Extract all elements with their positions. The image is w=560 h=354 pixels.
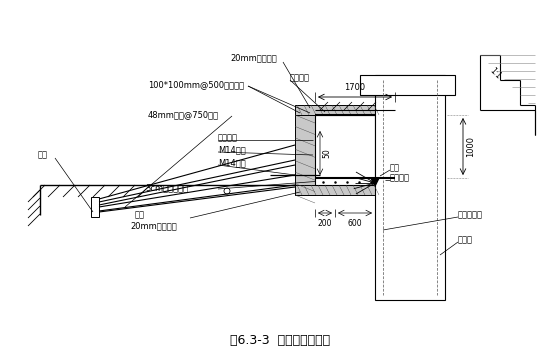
Polygon shape [371, 178, 379, 186]
Text: 梁底标高: 梁底标高 [390, 173, 410, 183]
Text: 临时支撑: 临时支撑 [290, 74, 310, 82]
Text: 20mm厚竹胶板: 20mm厚竹胶板 [230, 53, 277, 63]
Text: M14螺帽: M14螺帽 [218, 145, 246, 154]
Text: 焊接: 焊接 [390, 164, 400, 172]
Text: 地锚: 地锚 [38, 150, 48, 160]
Text: 1700: 1700 [344, 83, 366, 92]
Bar [375, 75, 445, 300]
Bar [295, 185, 375, 195]
Text: M14螺杆: M14螺杆 [218, 159, 246, 167]
Bar [315, 178, 375, 185]
Text: 1000: 1000 [466, 136, 475, 157]
Bar [91, 197, 99, 217]
Text: 200: 200 [318, 219, 332, 228]
Text: 50: 50 [322, 148, 331, 158]
Text: 钻孔桩主筋: 钻孔桩主筋 [458, 211, 483, 219]
Bar [315, 115, 375, 185]
Text: 山型扣件: 山型扣件 [218, 133, 238, 143]
Bar [295, 115, 315, 195]
Bar [360, 75, 455, 95]
Text: 48mm钢管@750支撑: 48mm钢管@750支撑 [148, 110, 219, 120]
Text: 1:1: 1:1 [488, 65, 502, 80]
Text: 钻孔桩: 钻孔桩 [458, 235, 473, 245]
Text: 3cm砂浆找平层: 3cm砂浆找平层 [145, 183, 188, 193]
Text: 20mm厚竹胶板: 20mm厚竹胶板 [130, 222, 177, 230]
Text: 图6.3-3  圈梁施工示意图: 图6.3-3 圈梁施工示意图 [230, 333, 330, 347]
Bar [295, 105, 375, 115]
Text: 底模: 底模 [135, 211, 145, 219]
Text: 100*100mm@500方木支撑: 100*100mm@500方木支撑 [148, 80, 244, 90]
Text: 600: 600 [348, 219, 362, 228]
